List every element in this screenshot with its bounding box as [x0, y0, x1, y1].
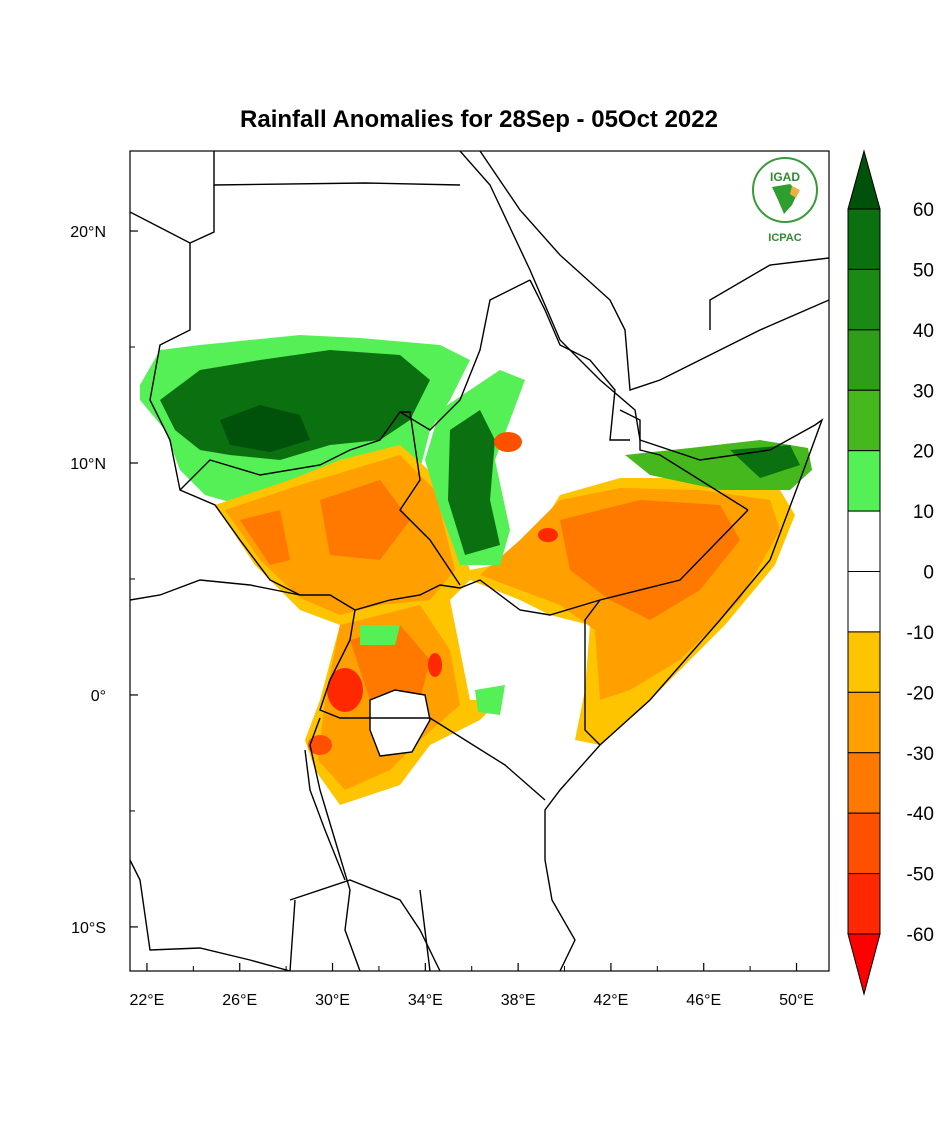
legend-color-box	[847, 873, 881, 935]
legend-color-box	[847, 571, 881, 633]
legend-label: -30	[907, 744, 934, 765]
map-frame	[129, 150, 830, 972]
legend-color-box	[847, 329, 881, 391]
country-boundaries	[130, 151, 829, 971]
legend-color-box	[847, 389, 881, 452]
legend-label: -40	[907, 804, 934, 825]
legend-label: 60	[913, 200, 934, 221]
lat-tick-label: 20°N	[70, 224, 106, 241]
legend-label: 40	[913, 321, 934, 342]
legend-color-box	[847, 268, 881, 331]
lat-tick-label: 0°	[91, 688, 106, 705]
lon-tick-label: 34°E	[408, 992, 443, 1009]
legend-label: -50	[907, 865, 934, 886]
legend-label: 20	[913, 442, 934, 463]
legend-max-triangle	[847, 149, 881, 210]
lon-tick-label: 22°E	[129, 992, 164, 1009]
legend-label: 10	[913, 502, 934, 523]
legend-label: 0	[923, 563, 934, 584]
lon-tick-label: 30°E	[315, 992, 350, 1009]
legend-label: -20	[907, 683, 934, 704]
map-axes: 22°E 26°E 30°E 34°E 38°E 42°E 46°E 50°E 20°N 10°N…	[70, 224, 814, 1009]
legend-color-box	[847, 631, 881, 693]
legend-color-box	[847, 691, 881, 754]
legend-color-box	[847, 812, 881, 875]
legend-label: 30	[913, 381, 934, 402]
map-area: IGAD ICPAC	[130, 151, 829, 971]
legend-label: 50	[913, 260, 934, 281]
lon-tick-label: 46°E	[686, 992, 721, 1009]
legend-color-box	[847, 752, 881, 814]
lat-tick-label: 10°N	[70, 456, 106, 473]
legend-label: -60	[907, 925, 934, 946]
lon-tick-label: 42°E	[593, 992, 628, 1009]
legend-label: -10	[907, 623, 934, 644]
icpac-logo: IGAD ICPAC	[752, 157, 818, 244]
strong-dry-spot-uganda	[327, 668, 363, 712]
lon-tick-label: 26°E	[222, 992, 257, 1009]
logo-igad-text: IGAD	[770, 170, 800, 184]
lake-victoria	[370, 690, 430, 756]
legend-color-box	[847, 510, 881, 573]
lat-tick-label: 10°S	[71, 920, 106, 937]
logo-icpac-text: ICPAC	[768, 232, 801, 244]
anomaly-fields	[140, 335, 812, 805]
legend-min-triangle	[847, 933, 881, 996]
lon-tick-label: 38°E	[501, 992, 536, 1009]
legend-color-box	[847, 450, 881, 512]
lon-tick-label: 50°E	[779, 992, 814, 1009]
map-title: Rainfall Anomalies for 28Sep - 05Oct 202…	[240, 106, 718, 133]
wet-anomaly-uganda	[360, 625, 505, 715]
color-legend: 60 50 40 30 20 10 0 -10 -20 -30 -40 -50 -60	[847, 149, 934, 996]
legend-color-box	[847, 208, 881, 270]
